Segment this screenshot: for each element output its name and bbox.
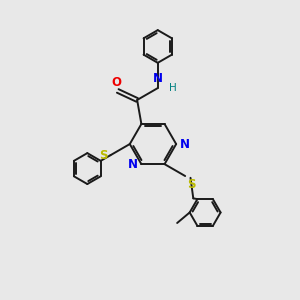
Text: S: S <box>100 149 108 162</box>
Text: H: H <box>169 83 177 93</box>
Text: S: S <box>188 178 196 191</box>
Text: N: N <box>128 158 138 171</box>
Text: N: N <box>153 72 163 85</box>
Text: N: N <box>180 138 190 151</box>
Text: O: O <box>111 76 121 88</box>
